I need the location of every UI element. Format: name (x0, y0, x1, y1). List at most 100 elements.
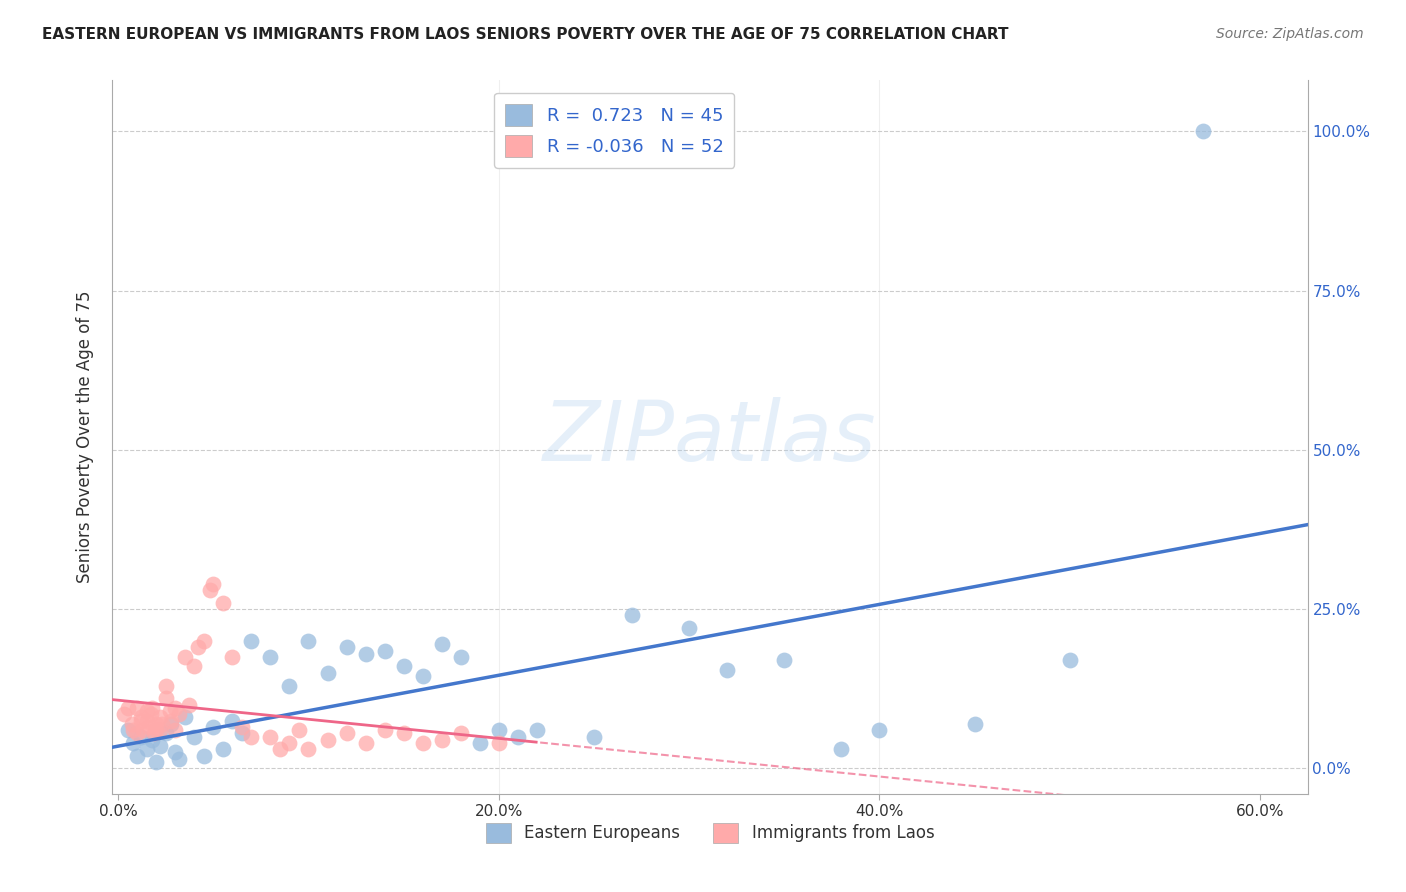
Point (392, 726, 415, 740)
Point (183, 659, 205, 673)
Point (773, 653, 796, 667)
Point (145, 716, 167, 731)
Point (488, 723, 510, 738)
Point (127, 748, 149, 763)
Point (506, 730, 529, 744)
Point (297, 742, 319, 756)
Point (621, 608, 644, 623)
Point (149, 723, 172, 738)
Point (412, 736, 434, 750)
Point (335, 640, 357, 655)
Point (412, 669, 434, 683)
Point (135, 704, 157, 718)
Point (160, 714, 183, 728)
Point (430, 732, 453, 747)
Point (297, 634, 319, 648)
Point (132, 723, 155, 738)
Point (167, 752, 190, 766)
Point (149, 739, 172, 753)
Point (335, 726, 357, 740)
Point (135, 742, 157, 756)
Point (392, 659, 415, 673)
Point (212, 742, 235, 756)
Point (127, 701, 149, 715)
Point (374, 723, 396, 738)
Point (155, 691, 177, 706)
Point (141, 701, 163, 715)
Point (173, 649, 195, 664)
Point (139, 707, 162, 722)
Text: Source: ZipAtlas.com: Source: ZipAtlas.com (1216, 27, 1364, 41)
Point (127, 726, 149, 740)
Legend: Eastern Europeans, Immigrants from Laos: Eastern Europeans, Immigrants from Laos (479, 816, 941, 850)
Point (354, 736, 377, 750)
Point (678, 621, 700, 635)
Y-axis label: Seniors Poverty Over the Age of 75: Seniors Poverty Over the Age of 75 (76, 291, 94, 583)
Point (145, 723, 167, 738)
Point (259, 649, 281, 664)
Point (187, 640, 209, 655)
Point (149, 710, 172, 724)
Point (155, 726, 177, 740)
Point (159, 704, 181, 718)
Point (193, 634, 215, 648)
Point (198, 582, 221, 597)
Point (112, 707, 135, 722)
Point (193, 748, 215, 763)
Point (122, 736, 145, 750)
Point (177, 698, 200, 712)
Point (122, 723, 145, 738)
Point (129, 714, 152, 728)
Point (582, 730, 605, 744)
Point (129, 710, 152, 724)
Point (221, 649, 243, 664)
Point (202, 720, 225, 734)
Point (716, 663, 738, 677)
Point (135, 714, 157, 728)
Point (165, 746, 187, 760)
Point (278, 679, 301, 693)
Point (963, 716, 986, 731)
Point (1192, 124, 1215, 138)
Point (526, 723, 548, 738)
Point (143, 726, 166, 740)
Point (288, 723, 311, 738)
Point (240, 634, 263, 648)
Point (278, 736, 301, 750)
Point (231, 726, 253, 740)
Point (221, 714, 243, 728)
Point (165, 701, 187, 715)
Text: EASTERN EUROPEAN VS IMMIGRANTS FROM LAOS SENIORS POVERTY OVER THE AGE OF 75 CORR: EASTERN EUROPEAN VS IMMIGRANTS FROM LAOS… (42, 27, 1008, 42)
Point (450, 726, 472, 740)
Point (138, 720, 160, 734)
Point (141, 732, 163, 747)
Point (240, 730, 263, 744)
Point (259, 730, 281, 744)
Point (374, 643, 396, 657)
Point (269, 742, 291, 756)
Point (231, 720, 253, 734)
Point (830, 742, 852, 756)
Text: ZIPatlas: ZIPatlas (543, 397, 877, 477)
Point (150, 716, 173, 731)
Point (488, 736, 510, 750)
Point (165, 723, 187, 738)
Point (155, 679, 177, 693)
Point (1059, 653, 1081, 667)
Point (121, 716, 143, 731)
Point (468, 736, 491, 750)
Point (202, 576, 225, 591)
Point (173, 710, 195, 724)
Point (212, 596, 235, 610)
Point (160, 716, 183, 731)
Point (129, 730, 152, 744)
Point (430, 637, 453, 651)
Point (145, 755, 167, 769)
Point (316, 665, 339, 680)
Point (316, 732, 339, 747)
Point (354, 647, 377, 661)
Point (450, 649, 472, 664)
Point (868, 723, 890, 738)
Point (117, 701, 139, 715)
Point (183, 730, 205, 744)
